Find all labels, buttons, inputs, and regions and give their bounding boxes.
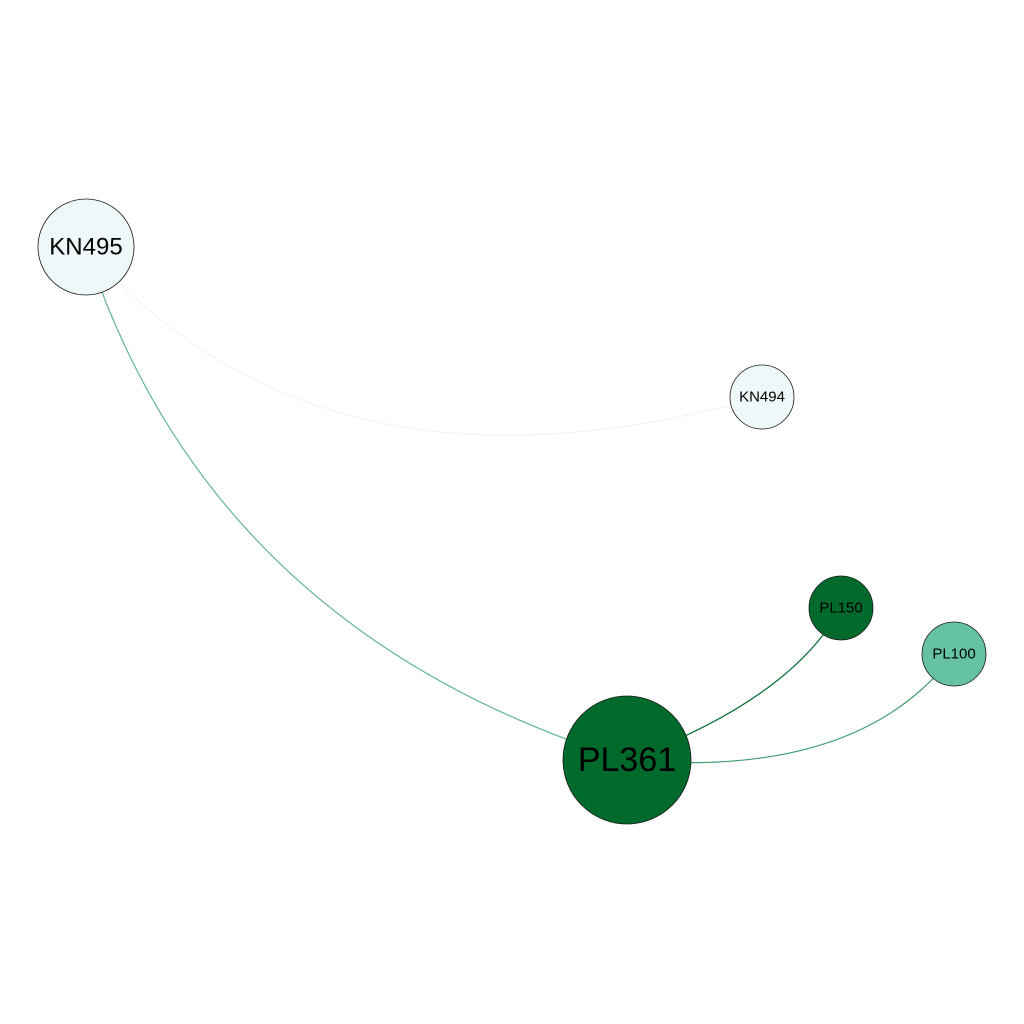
node-circle-pl150[interactable] <box>808 575 874 641</box>
node-label-pl100: PL100 <box>932 646 975 663</box>
node-pl150[interactable]: PL150 <box>808 575 874 641</box>
node-label-pl361: PL361 <box>578 741 676 779</box>
node-label-pl150: PL150 <box>819 600 862 617</box>
node-pl361[interactable]: PL361 <box>562 695 692 825</box>
node-circle-kn495[interactable] <box>37 198 135 296</box>
edge-layer <box>85 246 955 764</box>
node-label-kn495: KN495 <box>49 234 122 261</box>
node-circle-kn494[interactable] <box>729 364 795 430</box>
edge-kn495-kn494 <box>85 246 763 436</box>
node-layer: KN495 KN494 PL150 PL100 PL361 <box>37 198 987 825</box>
node-circle-pl100[interactable] <box>921 621 987 687</box>
node-kn495[interactable]: KN495 <box>37 198 135 296</box>
node-circle-pl361[interactable] <box>562 695 692 825</box>
edge-kn495-pl361 <box>85 246 628 761</box>
node-kn494[interactable]: KN494 <box>729 364 795 430</box>
node-pl100[interactable]: PL100 <box>921 621 987 687</box>
node-label-kn494: KN494 <box>739 389 785 406</box>
